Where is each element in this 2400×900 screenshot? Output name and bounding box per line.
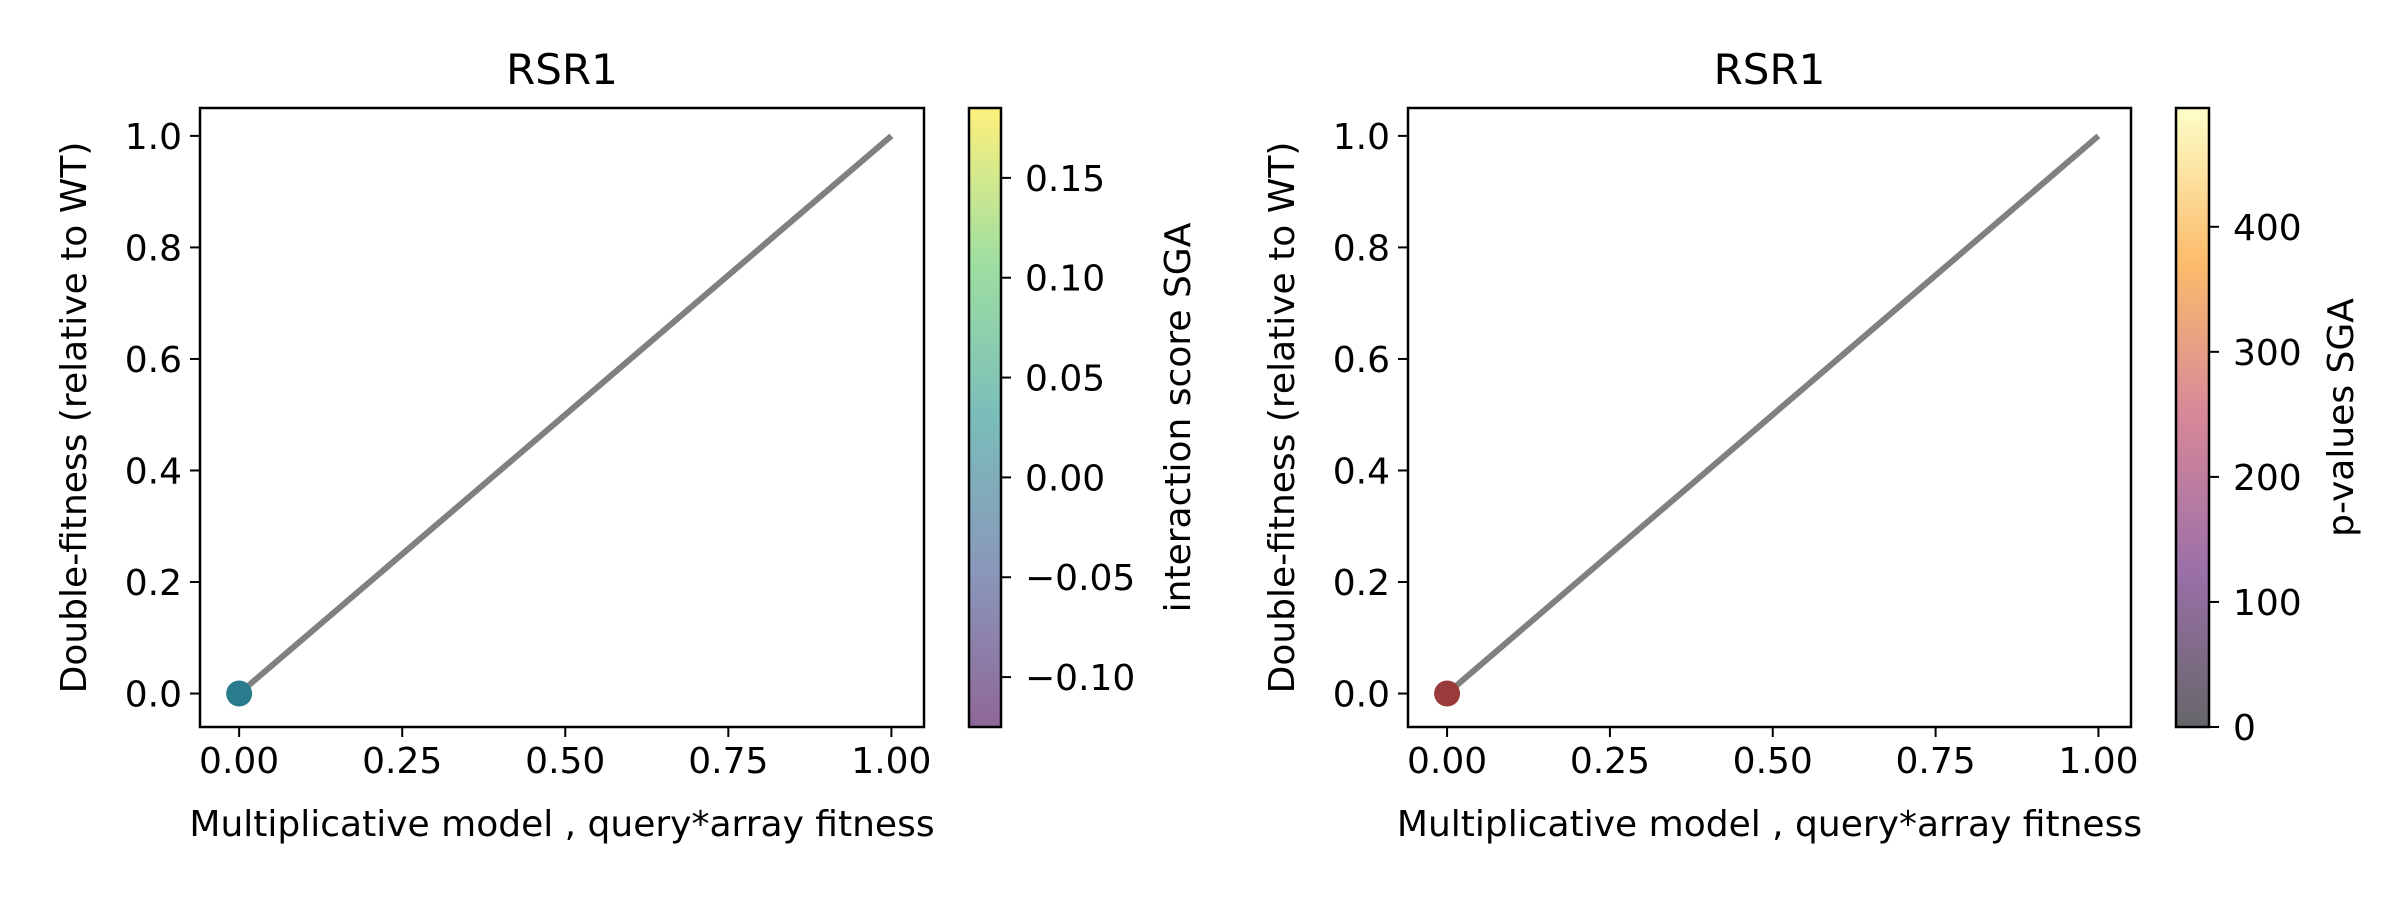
x-tick-label: 1.00 (2058, 741, 2138, 782)
x-tick-label: 0.50 (1733, 741, 1813, 782)
y-tick-label: 0.8 (125, 228, 182, 269)
colorbar-label: p-values SGA (2321, 298, 2362, 537)
y-tick-label: 0.2 (125, 563, 182, 604)
x-tick-label: 0.25 (362, 741, 442, 782)
colorbar-tick-label: −0.05 (1025, 558, 1135, 599)
y-tick-label: 0.6 (125, 340, 182, 381)
y-axis-label: Double-fitness (relative to WT) (54, 142, 95, 694)
chart-title: RSR1 (1714, 45, 1826, 94)
colorbar-gradient (969, 108, 1001, 727)
y-tick-label: 0.2 (1333, 563, 1390, 604)
x-axis-label: Multiplicative model , query*array fitne… (1397, 804, 2142, 845)
colorbar-tick-label: 0 (2233, 708, 2256, 749)
y-tick-label: 1.0 (1333, 117, 1390, 158)
x-tick-label: 0.75 (1896, 741, 1976, 782)
colorbar-tick-label: 0.00 (1025, 458, 1105, 499)
chart-panel-1: RSR1 0.00 0.25 0.50 0.75 1.00 0.0 0.2 0.4 0.6 0.8 1… (54, 45, 1199, 845)
data-point-1 (1434, 680, 1461, 707)
colorbar-label: interaction score SGA (1158, 222, 1199, 612)
colorbar-tick-label: 200 (2233, 458, 2302, 499)
data-point-1 (226, 680, 253, 707)
y-tick-label: 0.0 (125, 675, 182, 716)
y-tick-label: 0.4 (1333, 451, 1390, 492)
y-axis-label: Double-fitness (relative to WT) (1262, 142, 1303, 694)
x-tick-label: 1.00 (851, 741, 931, 782)
y-tick-label: 0.6 (1333, 340, 1390, 381)
colorbar-tick-label: 400 (2233, 208, 2302, 249)
x-axis-label: Multiplicative model , query*array fitne… (189, 804, 934, 845)
x-tick-label: 0.50 (525, 741, 605, 782)
colorbar-tick-label: 100 (2233, 583, 2302, 624)
colorbar-tick-label: 0.15 (1025, 159, 1105, 200)
x-tick-label: 0.75 (688, 741, 768, 782)
y-tick-label: 0.8 (1333, 228, 1390, 269)
colorbar-frame (2174, 106, 2211, 729)
x-tick-label: 0.00 (199, 741, 279, 782)
y-tick-label: 1.0 (125, 117, 182, 158)
reference-line (237, 133, 894, 696)
x-tick-label: 0.25 (1570, 741, 1650, 782)
colorbar-tick-label: 0.10 (1025, 259, 1105, 300)
chart-title: RSR1 (506, 45, 618, 94)
y-tick-label: 0.0 (1333, 675, 1390, 716)
y-tick-label: 0.4 (125, 451, 182, 492)
colorbar-gradient (2176, 108, 2209, 727)
colorbar-tick-label: 0.05 (1025, 359, 1105, 400)
plot-frame (198, 106, 926, 729)
colorbar-tick-label: 300 (2233, 333, 2302, 374)
colorbar-frame (967, 106, 1003, 729)
reference-line (1445, 133, 2101, 696)
plot-frame (1406, 106, 2133, 729)
colorbar-tick-label: −0.10 (1025, 658, 1135, 699)
x-tick-label: 0.00 (1407, 741, 1487, 782)
